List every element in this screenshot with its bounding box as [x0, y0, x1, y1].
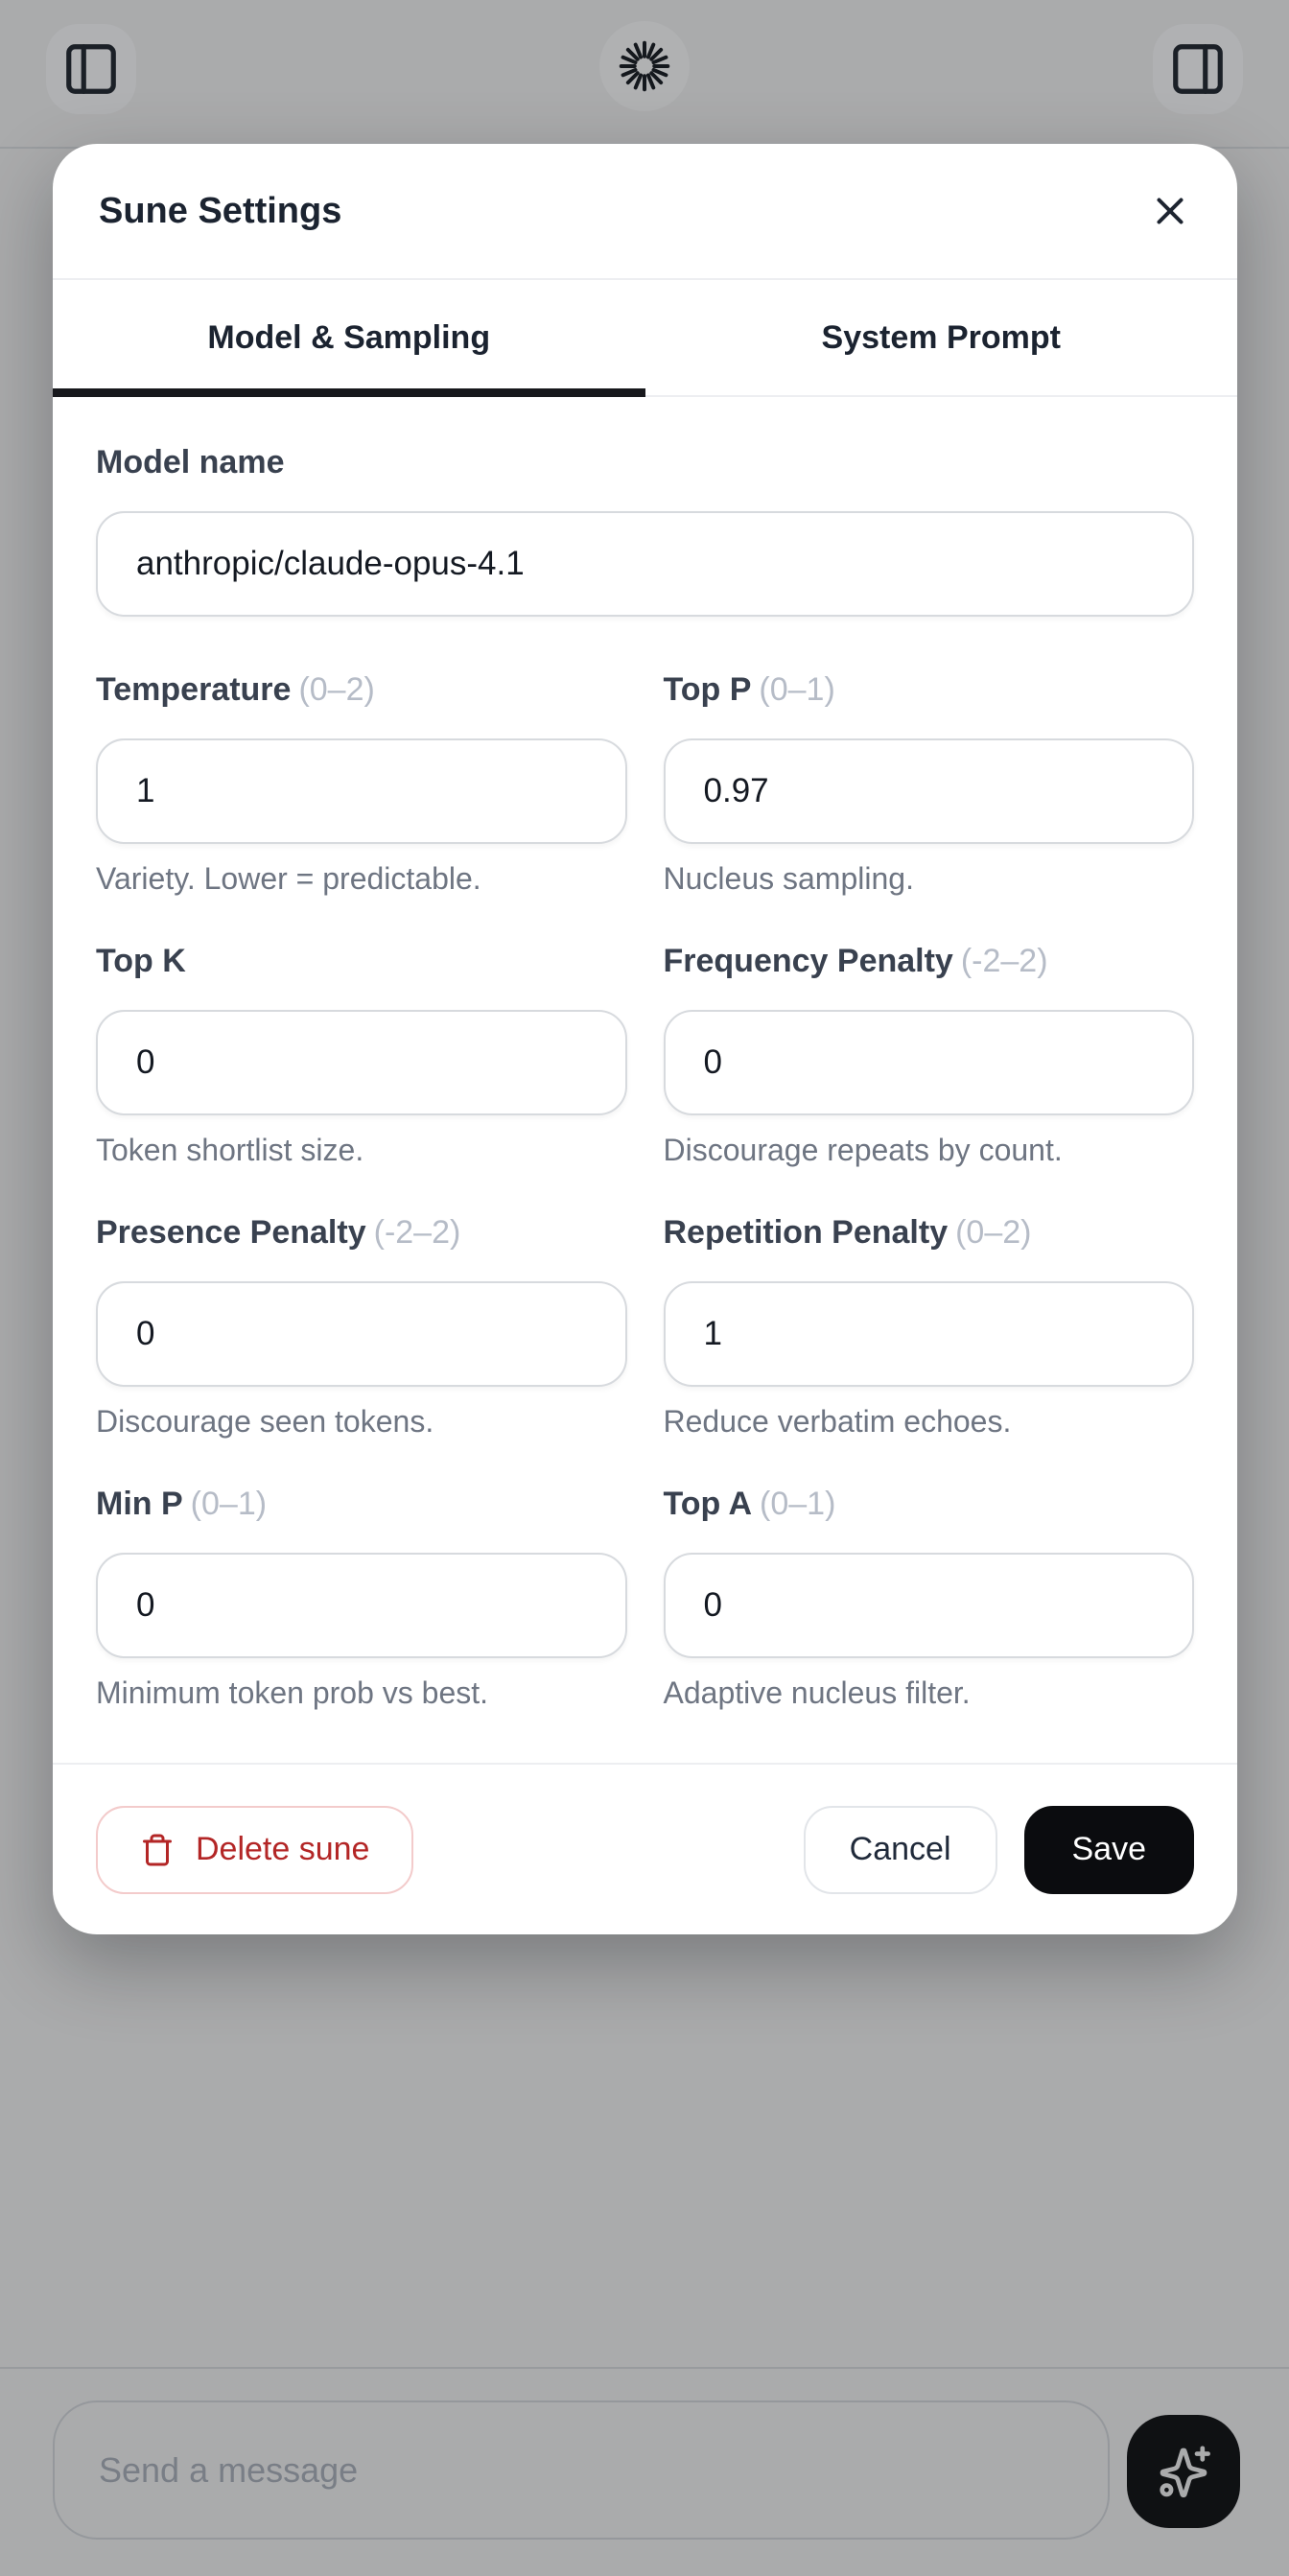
field-group: Temperature(0–2) Variety. Lower = predic… — [96, 668, 627, 898]
field-label: Temperature — [96, 671, 292, 708]
sidebar-toggle-button[interactable] — [46, 24, 136, 114]
field-help-text: Adaptive nucleus filter. — [663, 1675, 971, 1710]
settings-tabs: Model & Sampling System Prompt — [53, 280, 1237, 397]
right-panel-toggle-button[interactable] — [1153, 24, 1243, 114]
starburst-icon — [619, 40, 670, 92]
field-group: Top A(0–1) Adaptive nucleus filter. — [663, 1483, 1194, 1712]
field-range-hint: (-2–2) — [373, 1214, 461, 1251]
field-help-text: Discourage seen tokens. — [96, 1404, 434, 1439]
field-group: Top P(0–1) Nucleus sampling. — [663, 668, 1194, 898]
tab-system-prompt[interactable]: System Prompt — [645, 280, 1238, 395]
panel-right-icon — [1173, 44, 1223, 94]
field-label: Presence Penalty — [96, 1214, 366, 1251]
field-group: Presence Penalty(-2–2) Discourage seen t… — [96, 1211, 627, 1440]
dialog-title: Sune Settings — [99, 190, 342, 231]
field-input[interactable] — [96, 1553, 627, 1658]
field-range-hint: (0–1) — [760, 1486, 836, 1522]
field-input[interactable] — [663, 1553, 1194, 1658]
field-input[interactable] — [96, 1010, 627, 1115]
model-name-label: Model name — [96, 444, 285, 480]
field-input[interactable] — [663, 1281, 1194, 1387]
field-group: Top K Token shortlist size. — [96, 940, 627, 1169]
top-bar — [0, 0, 1289, 149]
field-help-text: Minimum token prob vs best. — [96, 1675, 489, 1710]
save-button[interactable]: Save — [1023, 1805, 1194, 1894]
cancel-button[interactable]: Cancel — [803, 1805, 997, 1894]
field-input[interactable] — [96, 738, 627, 844]
field-help-text: Nucleus sampling. — [663, 861, 914, 896]
field-label: Frequency Penalty — [663, 943, 953, 979]
field-range-hint: (0–1) — [190, 1486, 268, 1522]
tab-model-sampling[interactable]: Model & Sampling — [53, 280, 645, 397]
delete-sune-button[interactable]: Delete sune — [96, 1805, 414, 1894]
settings-form: Model name Temperature(0–2) Variety. Low… — [53, 397, 1237, 1763]
panel-left-icon — [66, 44, 116, 94]
field-label: Top P — [663, 671, 752, 708]
dialog-footer: Delete sune Cancel Save — [53, 1763, 1237, 1934]
close-icon — [1157, 198, 1184, 224]
field-help-text: Reduce verbatim echoes. — [663, 1404, 1012, 1439]
composer-divider — [0, 2367, 1289, 2369]
field-input[interactable] — [663, 1010, 1194, 1115]
field-input[interactable] — [96, 1281, 627, 1387]
field-group: Min P(0–1) Minimum token prob vs best. — [96, 1483, 627, 1712]
sparkle-plus-icon — [1160, 2446, 1210, 2498]
model-name-input[interactable] — [96, 511, 1194, 617]
field-group: Repetition Penalty(0–2) Reduce verbatim … — [663, 1211, 1194, 1440]
model-name-group: Model name — [96, 441, 1194, 617]
message-input[interactable] — [53, 2400, 1110, 2540]
delete-sune-label: Delete sune — [196, 1831, 370, 1867]
send-button[interactable] — [1127, 2415, 1240, 2528]
field-input[interactable] — [663, 738, 1194, 844]
sune-settings-dialog: Sune Settings Model & Sampling System Pr… — [53, 144, 1237, 1934]
field-help-text: Variety. Lower = predictable. — [96, 861, 481, 896]
trash-icon — [143, 1834, 172, 1865]
field-label: Repetition Penalty — [663, 1214, 949, 1251]
field-range-hint: (-2–2) — [960, 943, 1048, 979]
field-range-hint: (0–2) — [298, 671, 375, 708]
field-label: Top A — [663, 1486, 753, 1522]
sampling-fields-grid: Temperature(0–2) Variety. Lower = predic… — [96, 668, 1194, 1712]
close-button[interactable] — [1141, 182, 1199, 240]
field-range-hint: (0–2) — [955, 1214, 1032, 1251]
field-range-hint: (0–1) — [759, 671, 835, 708]
dialog-header: Sune Settings — [53, 144, 1237, 280]
field-help-text: Token shortlist size. — [96, 1133, 364, 1167]
field-help-text: Discourage repeats by count. — [663, 1133, 1063, 1167]
field-label: Min P — [96, 1486, 183, 1522]
app-logo-button[interactable] — [599, 21, 690, 111]
field-label: Top K — [96, 943, 186, 979]
field-group: Frequency Penalty(-2–2) Discourage repea… — [663, 940, 1194, 1169]
